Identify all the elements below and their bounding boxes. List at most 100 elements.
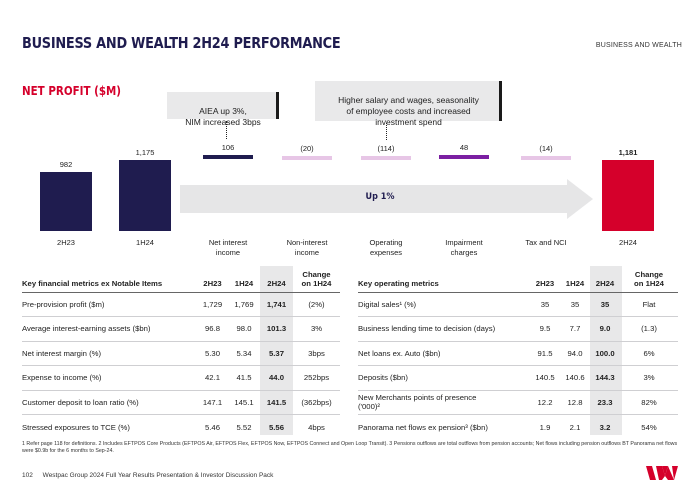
table-cell: 9.0: [590, 316, 620, 341]
table-header-row: Key operating metrics 2H23 1H24 2H24 Change …: [358, 266, 678, 292]
chart-category-label: 2H23: [57, 238, 75, 247]
table-cell: 147.1: [197, 389, 228, 415]
chart-category-label: Non-interest income: [286, 238, 328, 257]
table-cell: 1.9: [530, 414, 560, 439]
table-row: Business lending time to decision (days)…: [358, 316, 678, 341]
footnote: 1 Refer page 118 for definitions. 2 Incl…: [22, 441, 678, 454]
table-cell: (2%): [293, 291, 340, 317]
table-cell: 54%: [620, 414, 678, 439]
callout-opex-text: Higher salary and wages, seasonality of …: [338, 95, 479, 127]
column-header: 1H24: [565, 278, 585, 288]
table-cell: 3.2: [590, 414, 620, 439]
chart-value-label: 1,181: [618, 148, 638, 158]
chart-value-label: 106: [221, 143, 235, 152]
table-row: Customer deposit to loan ratio (%) 147.1 1…: [22, 389, 340, 415]
table-cell: 12.8: [560, 389, 590, 415]
row-label: Digital sales¹ (%): [358, 291, 530, 317]
table-cell: 41.5: [228, 365, 260, 390]
row-label: Panorama net flows ex pension³ ($bn): [358, 414, 530, 439]
callout-opex-connector: [386, 123, 387, 140]
table-cell: 252bps: [293, 365, 340, 390]
table-cell: 140.6: [560, 365, 590, 390]
chart-category-label: Net interest income: [208, 238, 248, 257]
chart-bar: [602, 160, 654, 231]
row-label: Average interest-earning assets ($bn): [22, 316, 197, 341]
table-cell: 5.30: [197, 340, 228, 366]
table-cell: 1,741: [260, 291, 293, 317]
up-arrow-head: [567, 179, 593, 219]
up-arrow-body: [180, 185, 568, 213]
table-cell: 140.5: [530, 365, 560, 390]
table-row: Stressed exposures to TCE (%) 5.46 5.52 5.5…: [22, 414, 340, 439]
column-header: Key financial metrics ex Notable Items: [22, 278, 163, 288]
table-cell: 144.3: [590, 365, 620, 390]
chart-title: NET PROFIT ($M): [22, 84, 122, 98]
table-cell: 3%: [620, 365, 678, 390]
table-cell: 3%: [293, 316, 340, 341]
row-label: Net interest margin (%): [22, 340, 197, 366]
operating-metrics-table: Key operating metrics 2H23 1H24 2H24 Change …: [358, 266, 678, 439]
table-cell: 7.7: [560, 316, 590, 341]
callout-opex: Higher salary and wages, seasonality of …: [315, 81, 502, 127]
table-cell: 1,769: [228, 291, 260, 317]
table-row: Pre-provision profit ($m) 1,729 1,769 1,741…: [22, 291, 340, 317]
chart-bar: [40, 172, 92, 231]
table-cell: 6%: [620, 340, 678, 366]
chart-value-label: 1,175: [135, 148, 155, 158]
westpac-logo-icon: [646, 466, 678, 485]
table-cell: 42.1: [197, 365, 228, 390]
callout-nii-text: AIEA up 3%, NIM increased 3bps: [185, 106, 261, 127]
table-cell: 44.0: [260, 365, 293, 390]
column-header: Key operating metrics: [358, 278, 439, 288]
table-cell: (362bps): [293, 389, 340, 415]
table-cell: 141.5: [260, 389, 293, 415]
table-cell: 91.5: [530, 340, 560, 366]
column-header: Change on 1H24: [301, 269, 332, 288]
table-cell: 2.1: [560, 414, 590, 439]
column-header: Change on 1H24: [634, 269, 664, 288]
row-label: Deposits ($bn): [358, 365, 530, 390]
table-cell: 4bps: [293, 414, 340, 439]
chart-bar: [439, 155, 489, 159]
section-tag: BUSINESS AND WEALTH: [595, 42, 682, 49]
page-title: BUSINESS AND WEALTH 2H24 PERFORMANCE: [22, 34, 341, 52]
chart-bar: [361, 156, 411, 160]
chart-category-label: 1H24: [136, 238, 154, 247]
callout-opex-accent: [499, 81, 502, 121]
table-cell: 23.3: [590, 389, 620, 415]
table-cell: 5.56: [260, 414, 293, 439]
table-row: New Merchants points of presence ('000)²…: [358, 389, 678, 415]
table-cell: 5.37: [260, 340, 293, 366]
chart-bar: [203, 155, 253, 159]
table-row: Deposits ($bn) 140.5 140.6 144.3 3%: [358, 365, 678, 390]
chart-category-label: 2H24: [619, 238, 637, 247]
column-header: 2H23: [203, 278, 222, 288]
column-header: 1H24: [234, 278, 254, 288]
chart-bar: [521, 156, 571, 160]
table-cell: 1,729: [197, 291, 228, 317]
financial-metrics-table: Key financial metrics ex Notable Items 2H…: [22, 266, 340, 439]
table-row: Net loans ex. Auto ($bn) 91.5 94.0 100.0 6%: [358, 340, 678, 366]
table-cell: 5.46: [197, 414, 228, 439]
table-cell: 101.3: [260, 316, 293, 341]
chart-bar: [282, 156, 332, 160]
table-row: Expense to income (%) 42.1 41.5 44.0 252bps: [22, 365, 340, 390]
table-cell: 5.52: [228, 414, 260, 439]
callout-nii: AIEA up 3%, NIM increased 3bps: [167, 92, 279, 127]
table-header-row: Key financial metrics ex Notable Items 2H…: [22, 266, 340, 292]
row-label: Net loans ex. Auto ($bn): [358, 340, 530, 366]
table-row: Digital sales¹ (%) 35 35 35 Flat: [358, 291, 678, 317]
table-cell: 9.5: [530, 316, 560, 341]
column-header: 2H24: [267, 278, 286, 288]
column-header: 2H23: [535, 278, 555, 288]
page-number: 102: [22, 472, 33, 479]
footer: 102 Westpac Group 2024 Full Year Results…: [22, 472, 273, 479]
chart-category-label: Operating expenses: [369, 238, 403, 257]
table-row: Panorama net flows ex pension³ ($bn) 1.9 2…: [358, 414, 678, 439]
chart-value-label: 48: [459, 143, 469, 152]
table-cell: 96.8: [197, 316, 228, 341]
row-label: Business lending time to decision (days): [358, 316, 530, 341]
chart-category-label: Tax and NCI: [525, 238, 567, 247]
callout-nii-connector: [226, 121, 227, 139]
chart-category-label: Impairment charges: [445, 238, 483, 257]
